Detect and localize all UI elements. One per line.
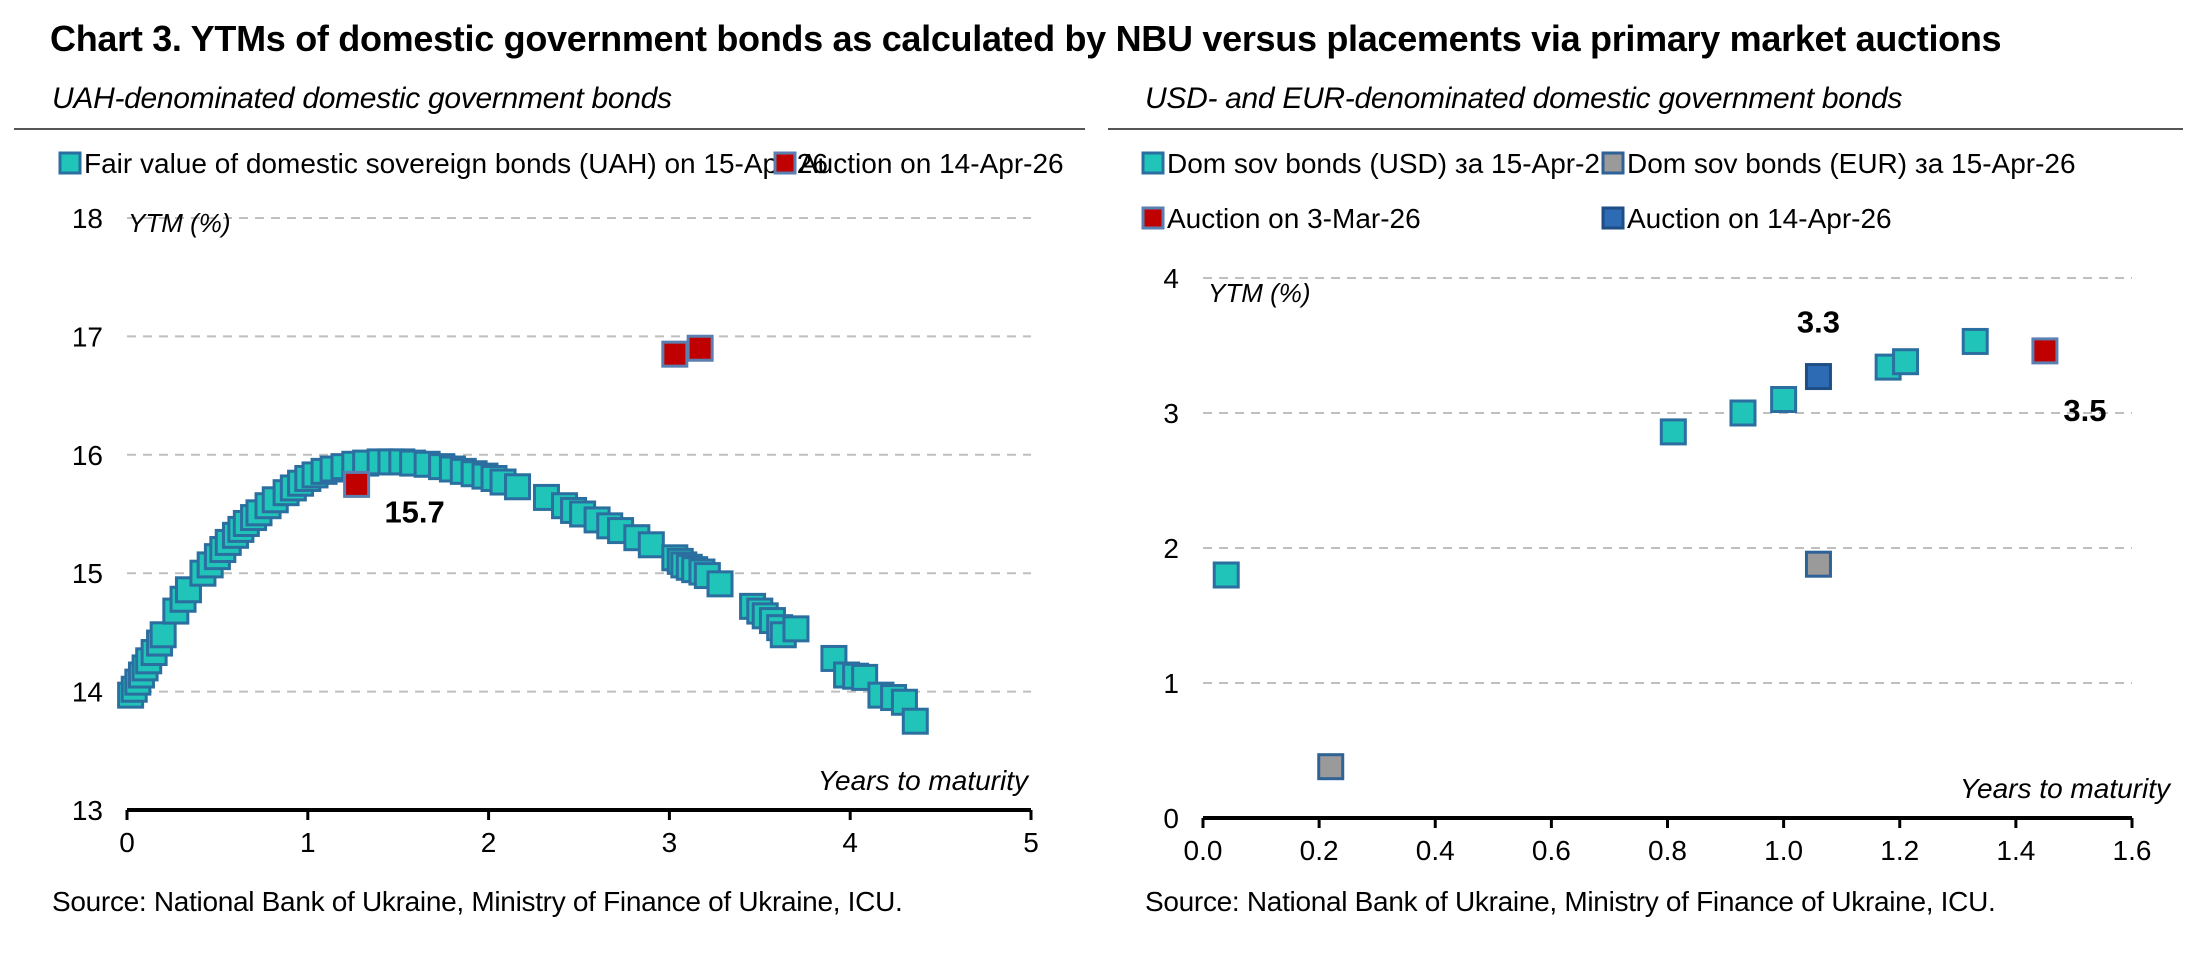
left-legend-label: Fair value of domestic sovereign bonds (…	[84, 148, 828, 179]
left-legend-label: Auction on 14-Apr-26	[799, 148, 1064, 179]
left-legend-swatch	[58, 151, 82, 175]
left-data-point	[782, 615, 810, 643]
left-legend-swatch	[773, 151, 797, 175]
right-y-tick-label: 3	[1163, 398, 1179, 429]
right-x-tick-label: 0.8	[1648, 835, 1687, 866]
left-title-rule	[14, 128, 1085, 130]
right-data-point	[1212, 561, 1240, 589]
right-y-tick-label: 0	[1163, 803, 1179, 834]
left-x-axis-label: Years to maturity	[818, 765, 1030, 796]
left-y-tick-label: 18	[72, 203, 103, 234]
right-legend-label: Dom sov bonds (USD) за 15-Apr-26	[1167, 148, 1616, 179]
left-data-point	[661, 340, 689, 368]
right-source-note: Source: National Bank of Ukraine, Minist…	[1145, 886, 1996, 917]
right-x-tick-label: 1.2	[1880, 835, 1919, 866]
right-data-point	[2031, 337, 2059, 365]
left-data-point	[901, 707, 929, 735]
left-data-point	[174, 576, 202, 604]
right-legend-swatch	[1601, 151, 1625, 175]
right-title-rule	[1108, 128, 2183, 130]
left-x-tick-label: 5	[1023, 827, 1039, 858]
left-x-tick-label: 1	[300, 827, 316, 858]
right-legend-label: Dom sov bonds (EUR) за 15-Apr-26	[1627, 148, 2076, 179]
right-legend-label: Auction on 14-Apr-26	[1627, 203, 1892, 234]
right-legend-swatch	[1601, 206, 1625, 230]
right-data-label: 3.5	[2063, 393, 2106, 428]
left-y-tick-label: 14	[72, 677, 103, 708]
left-x-tick-label: 0	[119, 827, 135, 858]
right-x-tick-label: 1.0	[1764, 835, 1803, 866]
right-chart-subtitle: USD- and EUR-denominated domestic govern…	[1145, 82, 1903, 115]
right-data-point	[1770, 386, 1798, 413]
left-x-tick-label: 3	[662, 827, 678, 858]
left-data-point	[686, 334, 714, 362]
right-data-point	[1317, 753, 1345, 781]
right-legend-swatch	[1141, 206, 1165, 230]
right-x-tick-label: 0.2	[1300, 835, 1339, 866]
left-x-tick-label: 2	[481, 827, 497, 858]
left-data-point	[706, 570, 734, 598]
right-x-tick-label: 0.6	[1532, 835, 1571, 866]
right-x-tick-label: 0.4	[1416, 835, 1455, 866]
right-data-point	[1892, 348, 1920, 376]
right-y-axis-label: YTM (%)	[1208, 278, 1311, 308]
right-data-label: 3.3	[1797, 305, 1840, 340]
left-data-point	[343, 470, 371, 498]
right-x-tick-label: 0.0	[1184, 835, 1223, 866]
left-data-point	[504, 473, 532, 501]
right-y-tick-label: 1	[1163, 668, 1179, 699]
left-data-point	[637, 531, 665, 559]
right-x-tick-label: 1.6	[2113, 835, 2152, 866]
left-x-tick-label: 4	[842, 827, 858, 858]
left-data-point	[149, 621, 177, 649]
right-y-tick-label: 2	[1163, 533, 1179, 564]
left-y-tick-label: 16	[72, 440, 103, 471]
left-y-axis-label: YTM (%)	[128, 208, 231, 238]
left-y-tick-label: 15	[72, 558, 103, 589]
right-y-tick-label: 4	[1163, 263, 1179, 294]
left-source-note: Source: National Bank of Ukraine, Minist…	[52, 886, 903, 917]
left-chart-subtitle: UAH-denominated domestic government bond…	[52, 82, 672, 115]
left-y-tick-label: 17	[72, 321, 103, 352]
right-legend-label: Auction on 3-Mar-26	[1167, 203, 1421, 234]
right-data-point	[1961, 327, 1989, 355]
right-data-point	[1804, 550, 1832, 578]
right-data-point	[1804, 363, 1832, 391]
right-data-point	[1659, 418, 1687, 446]
chart-title: Chart 3. YTMs of domestic government bon…	[50, 18, 2002, 59]
left-y-tick-label: 13	[72, 795, 103, 826]
right-legend-swatch	[1141, 151, 1165, 175]
left-data-label: 15.7	[384, 494, 444, 529]
right-x-axis-label: Years to maturity	[1960, 773, 2172, 804]
right-data-point	[1729, 399, 1757, 427]
right-x-tick-label: 1.4	[1996, 835, 2035, 866]
